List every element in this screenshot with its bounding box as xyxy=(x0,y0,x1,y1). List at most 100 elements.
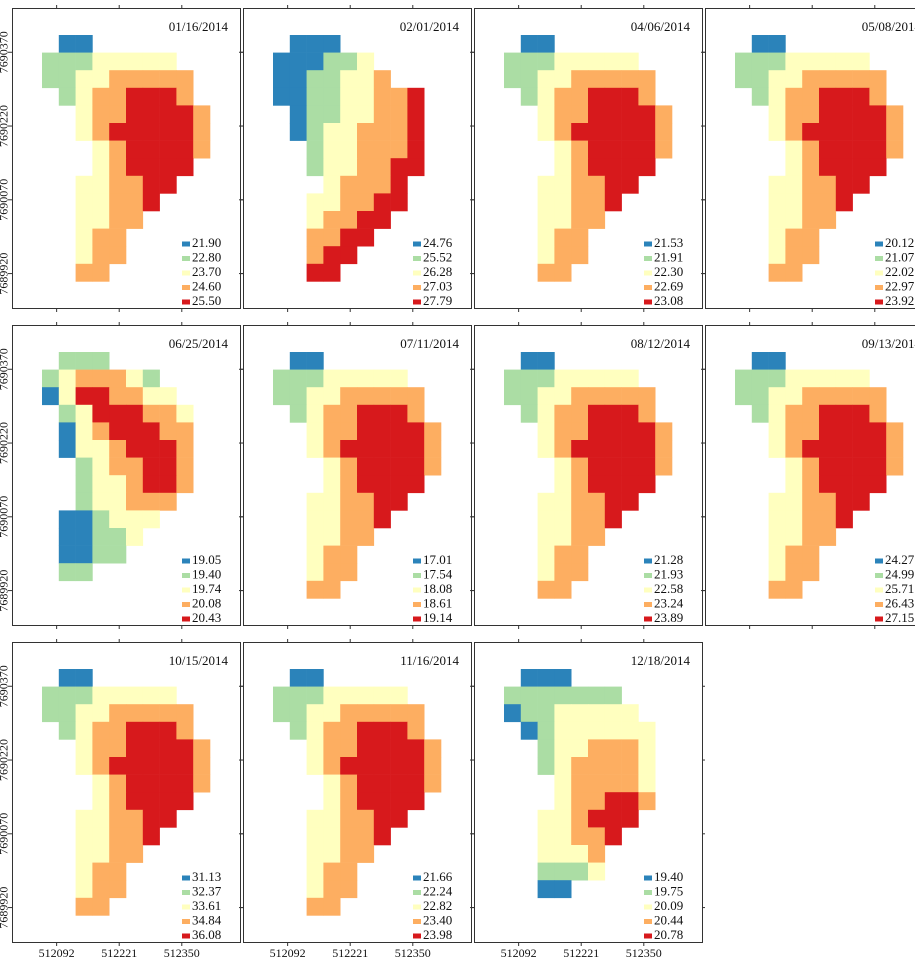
cell xyxy=(340,123,358,141)
legend-swatch xyxy=(182,241,190,247)
cell xyxy=(852,175,870,194)
cell xyxy=(802,246,820,265)
x-tick-label: 512092 xyxy=(501,946,537,960)
cell xyxy=(835,52,853,71)
legend-swatch xyxy=(875,299,883,305)
cell xyxy=(621,757,639,775)
cell xyxy=(92,492,110,511)
cell xyxy=(852,475,870,494)
cell xyxy=(75,880,93,899)
cell xyxy=(357,774,375,793)
cell xyxy=(768,528,786,546)
cell xyxy=(58,369,76,388)
legend-label: 25.50 xyxy=(192,293,221,308)
cell xyxy=(75,563,93,582)
legend-swatch xyxy=(875,602,883,607)
legend-swatch xyxy=(413,241,421,247)
cell xyxy=(126,123,144,141)
cell xyxy=(588,475,606,494)
cell xyxy=(109,774,127,793)
cell xyxy=(323,440,341,458)
cell xyxy=(554,880,572,899)
cell xyxy=(802,228,820,247)
cell xyxy=(588,123,606,141)
cell xyxy=(604,809,622,828)
cell xyxy=(554,827,572,846)
cell xyxy=(109,404,127,423)
legend-swatch xyxy=(182,573,190,578)
cell xyxy=(126,686,144,705)
cell xyxy=(273,87,291,106)
cell xyxy=(571,528,589,546)
cell xyxy=(424,757,442,775)
cell xyxy=(373,175,391,194)
cell xyxy=(588,422,606,441)
cell xyxy=(571,545,589,564)
cell xyxy=(109,158,127,177)
cell xyxy=(357,528,375,546)
cell xyxy=(819,528,837,546)
panel-frame xyxy=(243,325,472,626)
cell xyxy=(802,193,820,212)
cell xyxy=(357,123,375,141)
cell xyxy=(340,721,358,740)
x-tick-label: 512350 xyxy=(164,946,200,960)
cell xyxy=(537,862,555,881)
legend-swatch xyxy=(182,299,190,305)
cell xyxy=(802,105,820,124)
cell xyxy=(621,704,639,723)
cell xyxy=(802,387,820,406)
legend-label: 22.69 xyxy=(654,278,683,293)
cell xyxy=(768,387,786,406)
cell xyxy=(75,510,93,529)
cell xyxy=(340,387,358,406)
legend-label: 22.58 xyxy=(654,581,683,596)
cell xyxy=(604,140,622,159)
cell xyxy=(520,352,538,370)
cell xyxy=(306,211,324,229)
legend-label: 24.76 xyxy=(423,235,453,250)
cell xyxy=(835,87,853,106)
cell xyxy=(571,158,589,177)
cell xyxy=(340,528,358,546)
cell xyxy=(571,721,589,740)
cell xyxy=(75,809,93,828)
cell xyxy=(340,809,358,828)
legend-label: 27.03 xyxy=(423,278,452,293)
cell xyxy=(852,369,870,388)
cell xyxy=(306,510,324,529)
cell xyxy=(193,105,211,124)
cell xyxy=(75,897,93,916)
cell xyxy=(357,404,375,423)
cell xyxy=(819,211,837,229)
legend-label: 19.40 xyxy=(654,869,683,884)
cell xyxy=(289,52,307,71)
cell xyxy=(306,158,324,177)
cell xyxy=(588,774,606,793)
legend-label: 32.37 xyxy=(192,883,222,898)
cell xyxy=(407,774,425,793)
cell xyxy=(109,387,127,406)
cell xyxy=(126,475,144,494)
cell xyxy=(604,123,622,141)
cell xyxy=(520,52,538,71)
cell xyxy=(390,704,408,723)
cell xyxy=(588,52,606,71)
legend-swatch xyxy=(182,904,190,910)
cell xyxy=(109,211,127,229)
cell xyxy=(75,123,93,141)
cell xyxy=(869,87,887,106)
cell xyxy=(802,457,820,476)
cell xyxy=(92,528,110,546)
y-tick-label: 7690070 xyxy=(0,179,11,221)
cell xyxy=(537,123,555,141)
cell xyxy=(159,52,177,71)
cell xyxy=(126,457,144,476)
cell xyxy=(373,457,391,476)
legend-label: 24.60 xyxy=(192,278,221,293)
cell xyxy=(554,87,572,106)
cell xyxy=(638,739,656,758)
cell xyxy=(819,492,837,511)
cell xyxy=(638,422,656,441)
